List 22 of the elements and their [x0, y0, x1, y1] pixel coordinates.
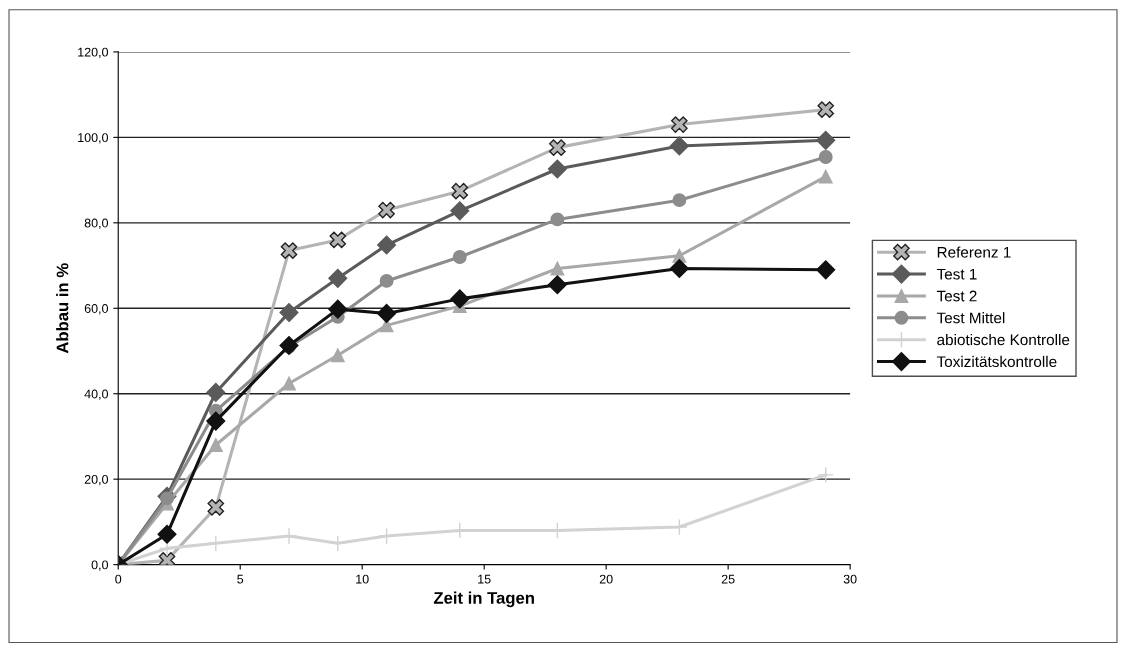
y-tick-label: 120,0 — [78, 47, 109, 59]
y-tick-label: 0,0 — [91, 560, 109, 571]
x-tick-label: 0 — [115, 574, 122, 584]
legend-label: Test 1 — [936, 268, 977, 280]
legend-label: Test 2 — [936, 290, 977, 302]
x-tick-label: 25 — [721, 574, 735, 584]
x-tick-label: 10 — [356, 574, 369, 584]
y-tick-label: 100,0 — [78, 133, 109, 144]
x-tick-label: 5 — [237, 574, 244, 584]
x-tick-label: 30 — [843, 574, 857, 584]
y-tick-label: 80,0 — [84, 218, 109, 229]
y-axis-title: Abbau in % — [56, 263, 69, 354]
y-tick-label: 20,0 — [84, 474, 109, 486]
y-tick-label: 40,0 — [84, 389, 109, 400]
legend-label: abiotische Kontrolle — [937, 333, 1070, 346]
x-tick-label: 15 — [478, 574, 491, 584]
x-axis-title: Zeit in Tagen — [433, 591, 534, 608]
legend-label: Toxizitätskontrolle — [936, 355, 1057, 368]
legend-label: Test Mittel — [936, 312, 1005, 324]
legend-label: Referenz 1 — [937, 246, 1011, 258]
y-tick-label: 60,0 — [84, 304, 109, 315]
x-tick-label: 20 — [599, 574, 613, 584]
